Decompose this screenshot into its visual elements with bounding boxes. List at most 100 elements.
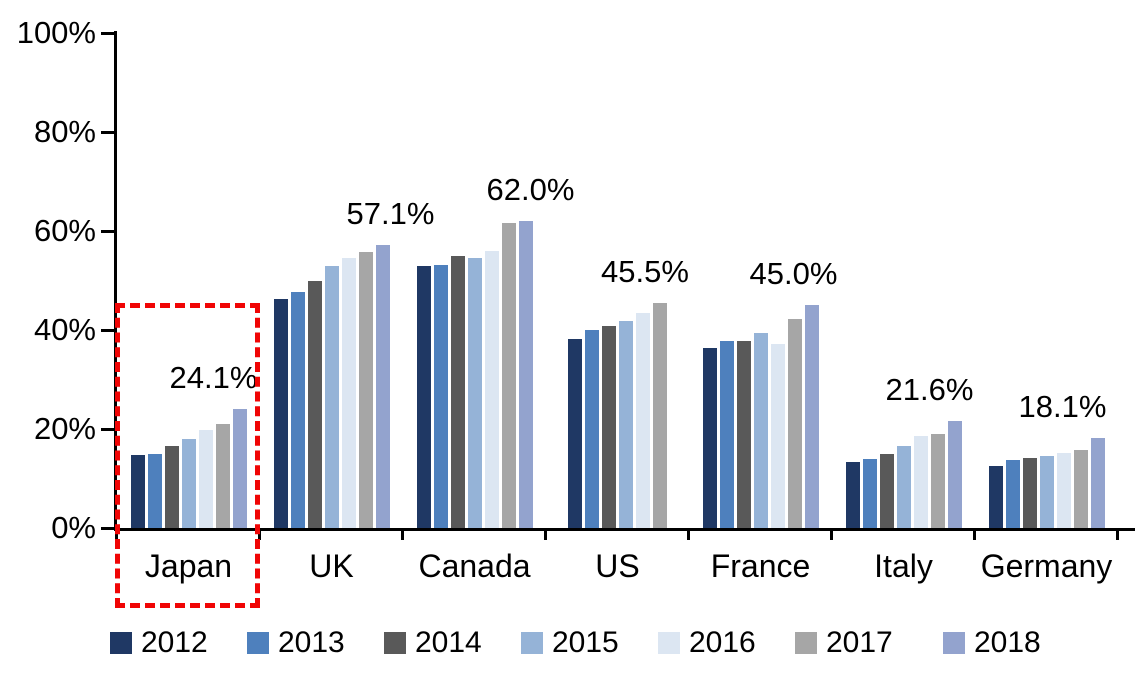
bar-italy-2016	[913, 436, 928, 528]
y-tick-mark	[101, 329, 114, 332]
bar-france-2013	[719, 340, 734, 528]
bar-uk-2016	[341, 257, 356, 528]
legend-label-2014: 2014	[415, 626, 482, 659]
bar-canada-2013	[433, 264, 448, 528]
y-tick-label: 60%	[33, 213, 96, 248]
bar-germany-2015	[1039, 455, 1054, 528]
bar-us-2017	[653, 302, 667, 528]
data-label-france: 45.0%	[749, 256, 838, 292]
bar-canada-2014	[450, 256, 465, 528]
category-label-us: US	[595, 548, 640, 584]
y-tick-label: 0%	[51, 510, 96, 545]
legend-item-2014: 2014	[384, 627, 482, 659]
legend-swatch-2013	[247, 632, 269, 654]
legend-label-2015: 2015	[552, 626, 619, 659]
legend-label-2012: 2012	[141, 626, 208, 659]
bar-uk-2012	[273, 299, 288, 528]
category-label-france: France	[710, 548, 811, 584]
bar-us-2015	[619, 320, 633, 528]
legend-label-2018: 2018	[974, 626, 1041, 659]
bar-france-2016	[770, 343, 785, 528]
bar-japan-2017	[215, 424, 230, 528]
legend-swatch-2012	[110, 632, 132, 654]
legend-label-2016: 2016	[689, 626, 756, 659]
y-tick-label: 80%	[33, 114, 96, 149]
data-label-uk: 57.1%	[346, 196, 435, 232]
bar-germany-2013	[1005, 459, 1020, 528]
bar-italy-2017	[930, 434, 945, 528]
bar-italy-2013	[862, 458, 877, 528]
legend-item-2015: 2015	[521, 627, 619, 659]
bar-us-2014	[602, 325, 616, 528]
bar-germany-2016	[1056, 452, 1071, 528]
bar-canada-2016	[484, 250, 499, 528]
data-label-us: 45.5%	[601, 253, 689, 289]
bar-japan-2018	[232, 408, 247, 528]
legend-swatch-2017	[795, 632, 817, 654]
bar-japan-2015	[181, 438, 196, 528]
bar-italy-2014	[879, 454, 894, 528]
bar-france-2015	[753, 333, 768, 528]
bar-us-2013	[585, 330, 599, 528]
legend-item-2017: 2017	[795, 627, 893, 659]
bar-japan-2012	[130, 454, 145, 528]
bar-germany-2018	[1090, 438, 1105, 528]
bar-canada-2018	[518, 221, 533, 528]
japan-highlight-box	[115, 303, 260, 608]
data-label-japan: 24.1%	[169, 359, 258, 395]
x-tick-mark	[687, 531, 690, 540]
bar-france-2012	[702, 347, 717, 528]
category-label-canada: Canada	[418, 548, 531, 584]
data-label-germany: 18.1%	[1018, 389, 1107, 425]
x-tick-mark	[401, 531, 404, 540]
bar-us-2016	[636, 313, 650, 528]
legend-label-2017: 2017	[826, 626, 893, 659]
bar-uk-2017	[358, 252, 373, 528]
bar-italy-2015	[896, 446, 911, 528]
bar-italy-2012	[845, 462, 860, 528]
data-label-canada: 62.0%	[486, 172, 575, 208]
bar-france-2017	[787, 319, 802, 528]
bar-uk-2013	[290, 291, 305, 528]
x-tick-mark	[973, 531, 976, 540]
legend-swatch-2014	[384, 632, 406, 654]
y-axis-line	[114, 31, 117, 531]
x-axis-line	[114, 528, 1135, 531]
bar-italy-2018	[947, 421, 962, 528]
bar-japan-2016	[198, 429, 213, 528]
bar-us-2012	[568, 338, 582, 528]
bar-france-2018	[804, 305, 819, 528]
x-tick-mark	[830, 531, 833, 540]
bar-uk-2018	[375, 245, 390, 528]
x-tick-mark	[544, 531, 547, 540]
legend-swatch-2015	[521, 632, 543, 654]
bar-france-2014	[736, 340, 751, 528]
legend-item-2013: 2013	[247, 627, 345, 659]
category-label-japan: Japan	[144, 548, 233, 584]
bar-uk-2014	[307, 281, 322, 528]
y-tick-label: 40%	[33, 312, 96, 347]
legend-swatch-2016	[658, 632, 680, 654]
legend-item-2012: 2012	[110, 627, 208, 659]
bar-uk-2015	[324, 265, 339, 528]
y-tick-mark	[101, 428, 114, 431]
bar-japan-2014	[164, 446, 179, 528]
category-label-germany: Germany	[980, 548, 1113, 584]
bar-canada-2015	[467, 258, 482, 528]
x-tick-mark	[1116, 531, 1119, 540]
y-tick-mark	[101, 230, 114, 233]
legend-swatch-2018	[943, 632, 965, 654]
bar-canada-2017	[501, 223, 516, 528]
y-tick-mark	[101, 32, 114, 35]
legend-label-2013: 2013	[278, 626, 345, 659]
y-tick-mark	[101, 131, 114, 134]
y-tick-label: 20%	[33, 411, 96, 446]
bar-germany-2012	[988, 466, 1003, 528]
bar-germany-2017	[1073, 450, 1088, 528]
bar-japan-2013	[147, 453, 162, 528]
bar-canada-2012	[416, 266, 431, 528]
category-label-uk: UK	[309, 548, 354, 584]
category-label-italy: Italy	[874, 548, 933, 584]
y-tick-label: 100%	[16, 15, 96, 50]
